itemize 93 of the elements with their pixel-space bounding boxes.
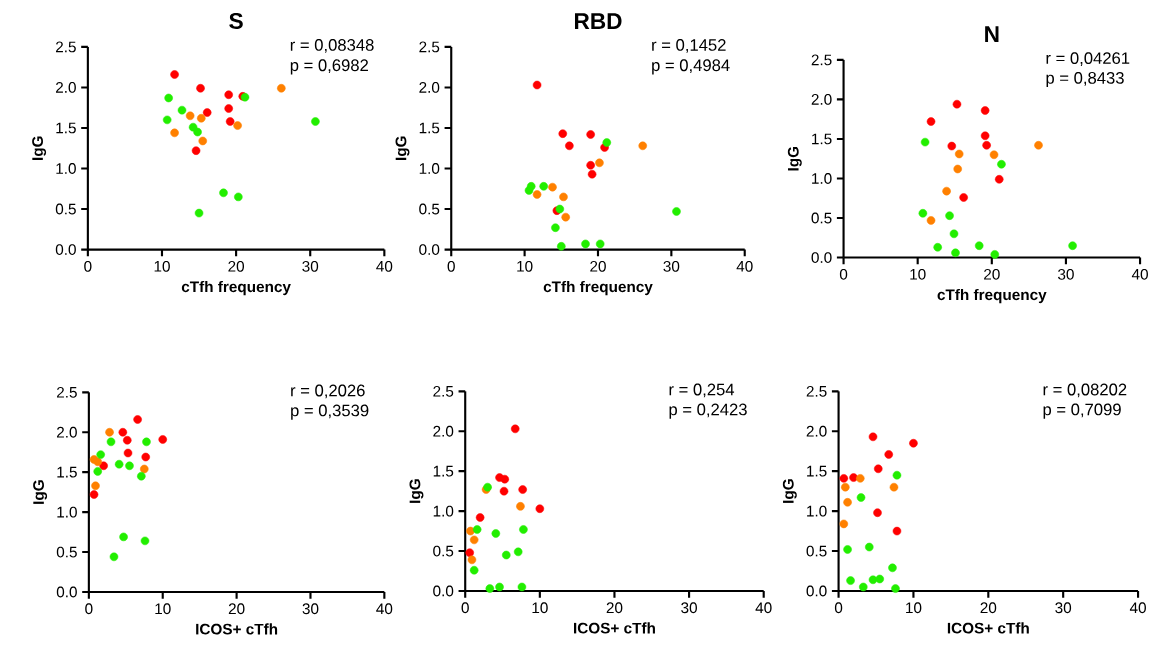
x-tick-label: 30: [663, 260, 680, 272]
y-tick-label: 1.0: [57, 506, 77, 518]
y-tick-label: 1.0: [56, 163, 76, 174]
y-axis-title: IgG: [32, 136, 47, 161]
y-tick-label: 0.0: [806, 585, 827, 597]
x-tick-label: 40: [376, 603, 393, 615]
y-tick-label: 2.0: [419, 82, 440, 93]
y-axis-title: IgG: [787, 146, 802, 171]
x-tick-label: 0: [85, 603, 93, 615]
annotation: r = 0,08348: [290, 39, 374, 53]
chart-title: RBD: [575, 13, 622, 29]
y-tick-label: 1.0: [419, 163, 440, 174]
y-tick-label: 0.5: [433, 545, 454, 557]
annotation: r = 0,254: [669, 383, 735, 398]
x-tick-label: 20: [980, 602, 997, 614]
y-tick-label: 1.5: [433, 465, 454, 477]
x-tick-label: 40: [755, 602, 772, 614]
y-tick-label: 0.5: [419, 203, 440, 215]
x-tick-label: 30: [302, 603, 319, 615]
annotation: p = 0,7099: [1043, 403, 1121, 419]
x-tick-label: 20: [228, 260, 245, 272]
y-tick-label: 2.5: [811, 54, 832, 66]
annotation: p = 0,8433: [1046, 72, 1124, 88]
y-tick-label: 0.5: [811, 212, 832, 224]
x-tick-label: 20: [984, 268, 1000, 280]
x-tick-label: 30: [1055, 602, 1072, 614]
y-tick-label: 0.0: [56, 586, 77, 598]
y-tick-label: 2.0: [56, 426, 77, 438]
x-tick-label: 40: [736, 260, 753, 272]
x-tick-label: 30: [681, 602, 697, 614]
x-tick-label: 10: [155, 603, 171, 615]
y-tick-label: 1.5: [57, 466, 77, 478]
y-tick-label: 2.5: [55, 41, 76, 53]
x-axis-title: ICOS+ cTfh: [196, 623, 278, 635]
y-tick-label: 0.0: [811, 252, 832, 264]
x-axis-title: ICOS+ cTfh: [574, 622, 655, 634]
y-tick-label: 0.5: [806, 545, 827, 557]
y-axis-title: IgG: [409, 479, 424, 503]
y-tick-label: 1.5: [812, 133, 832, 145]
y-tick-label: 2.0: [811, 94, 832, 105]
annotation: r = 0,2026: [291, 384, 365, 399]
y-tick-label: 0.0: [55, 244, 76, 256]
y-tick-label: 2.5: [419, 41, 440, 53]
x-tick-label: 10: [154, 260, 170, 272]
x-tick-label: 40: [1129, 602, 1146, 614]
x-tick-label: 30: [302, 260, 319, 272]
y-tick-label: 2.5: [56, 386, 77, 398]
annotation: r = 0,1452: [652, 39, 726, 53]
y-tick-label: 1.0: [433, 505, 454, 517]
y-tick-label: 1.0: [807, 505, 827, 517]
y-tick-label: 2.0: [55, 82, 76, 93]
x-tick-label: 10: [532, 602, 548, 614]
annotation: p = 0,4984: [652, 59, 730, 75]
annotation: r = 0,08202: [1043, 383, 1127, 398]
y-tick-label: 1.5: [56, 122, 76, 134]
x-tick-label: 0: [461, 602, 469, 614]
y-axis-title: IgG: [33, 480, 48, 504]
y-tick-label: 0.0: [419, 244, 440, 256]
y-axis-title: IgG: [782, 479, 797, 503]
x-axis-title: ICOS+ cTfh: [947, 622, 1029, 634]
annotation: p = 0,6982: [290, 59, 368, 75]
x-tick-label: 0: [84, 260, 92, 272]
annotation: p = 0,3539: [291, 404, 369, 420]
x-axis-title: cTfh frequency: [181, 280, 291, 296]
x-tick-label: 20: [606, 602, 623, 614]
y-tick-label: 2.0: [433, 425, 454, 437]
y-tick-label: 1.0: [812, 173, 832, 184]
y-axis-title: IgG: [395, 136, 410, 161]
y-tick-label: 0.0: [433, 585, 454, 597]
x-tick-label: 30: [1058, 268, 1074, 280]
x-tick-label: 10: [910, 268, 926, 280]
x-tick-label: 0: [834, 602, 843, 614]
x-axis-title: cTfh frequency: [937, 288, 1047, 304]
y-tick-label: 0.5: [56, 546, 77, 558]
x-axis-title: cTfh frequency: [543, 280, 653, 296]
chart-title: N: [985, 26, 999, 42]
x-tick-label: 20: [228, 603, 245, 615]
y-tick-label: 0.5: [55, 203, 76, 215]
y-tick-label: 1.5: [807, 465, 827, 477]
annotation: p = 0,2423: [669, 403, 747, 419]
chart-title: S: [229, 12, 243, 29]
x-tick-label: 20: [590, 260, 606, 272]
x-tick-label: 40: [1131, 268, 1148, 280]
y-tick-label: 2.5: [433, 385, 454, 397]
x-tick-label: 10: [517, 260, 533, 272]
y-tick-label: 2.5: [806, 385, 827, 397]
x-tick-label: 40: [376, 260, 393, 272]
x-tick-label: 10: [906, 602, 922, 614]
x-tick-label: 0: [447, 260, 455, 272]
y-tick-label: 2.0: [806, 425, 827, 437]
x-tick-label: 0: [839, 268, 848, 280]
annotation: r = 0,04261: [1046, 52, 1130, 67]
y-tick-label: 1.5: [419, 122, 440, 134]
